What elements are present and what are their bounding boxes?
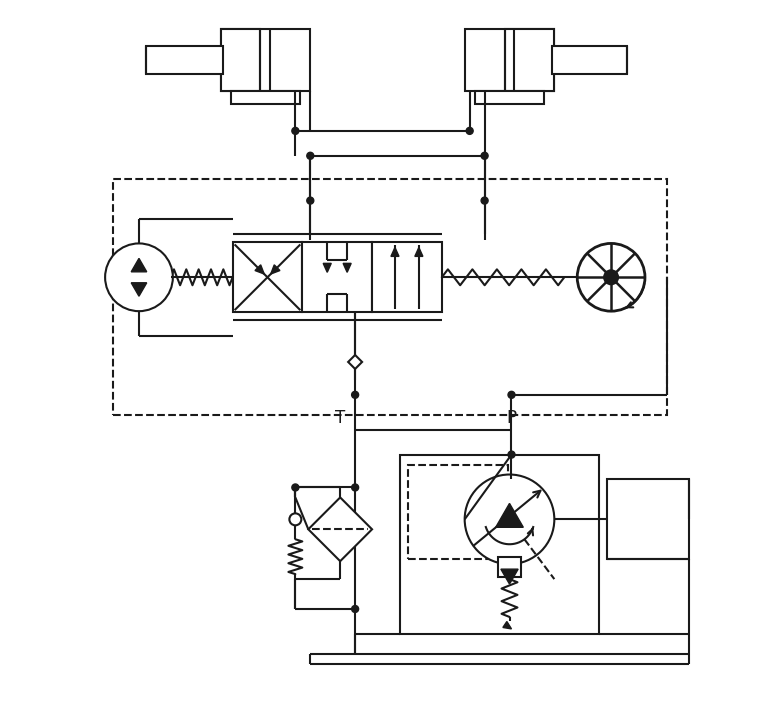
Circle shape xyxy=(292,127,299,134)
Circle shape xyxy=(466,127,473,134)
Bar xyxy=(372,242,442,312)
Circle shape xyxy=(508,391,515,398)
Circle shape xyxy=(481,197,488,204)
Circle shape xyxy=(481,152,488,159)
Bar xyxy=(408,465,507,559)
Polygon shape xyxy=(131,258,147,272)
Bar xyxy=(497,557,521,577)
Bar xyxy=(400,455,599,634)
Polygon shape xyxy=(503,622,511,629)
Polygon shape xyxy=(500,569,518,584)
Polygon shape xyxy=(308,498,372,561)
Bar xyxy=(464,30,554,91)
Bar xyxy=(221,30,260,91)
Polygon shape xyxy=(391,247,399,256)
Circle shape xyxy=(352,605,359,612)
Circle shape xyxy=(292,484,299,491)
Text: T: T xyxy=(335,409,345,427)
Bar xyxy=(113,179,667,415)
Circle shape xyxy=(352,391,359,398)
Polygon shape xyxy=(323,263,331,272)
Circle shape xyxy=(306,152,314,159)
Bar xyxy=(607,479,689,559)
Circle shape xyxy=(105,244,172,311)
Circle shape xyxy=(508,451,515,458)
Bar xyxy=(230,91,300,104)
Bar xyxy=(146,46,223,74)
Polygon shape xyxy=(255,265,264,274)
Polygon shape xyxy=(496,503,524,527)
Polygon shape xyxy=(343,263,351,272)
Bar xyxy=(221,30,310,91)
Polygon shape xyxy=(271,265,280,274)
Bar xyxy=(474,91,544,104)
Circle shape xyxy=(464,474,554,564)
Bar xyxy=(233,242,303,312)
Bar xyxy=(504,30,554,91)
Circle shape xyxy=(578,244,645,311)
Circle shape xyxy=(352,484,359,491)
Circle shape xyxy=(306,197,314,204)
Bar xyxy=(552,46,627,74)
Polygon shape xyxy=(348,355,362,369)
Text: P: P xyxy=(507,409,517,427)
Polygon shape xyxy=(415,247,423,256)
Circle shape xyxy=(604,270,618,284)
Bar xyxy=(303,242,372,312)
Polygon shape xyxy=(131,283,147,296)
Circle shape xyxy=(290,513,301,525)
